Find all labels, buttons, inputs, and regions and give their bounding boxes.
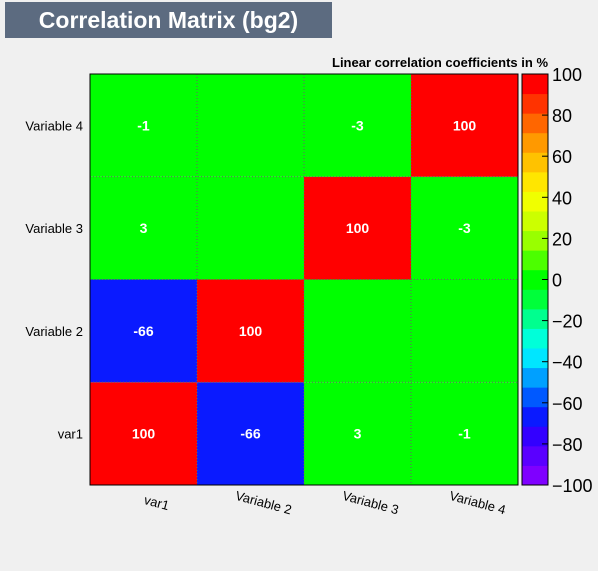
colorbar-segment bbox=[522, 211, 548, 232]
cell-value-label: 3 bbox=[354, 426, 362, 442]
cell-value-label: -1 bbox=[137, 117, 150, 133]
colorbar-segment bbox=[522, 191, 548, 212]
colorbar-segment bbox=[522, 348, 548, 369]
heatmap-cell bbox=[90, 382, 197, 485]
heatmap-cell bbox=[197, 382, 304, 485]
heatmap-cell bbox=[90, 74, 197, 177]
y-tick-label: Variable 3 bbox=[25, 221, 83, 236]
colorbar-tick-label: 80 bbox=[552, 106, 572, 126]
colorbar-tick-label: 100 bbox=[552, 65, 582, 85]
heatmap-cell bbox=[197, 176, 304, 280]
colorbar-segment bbox=[522, 445, 548, 466]
cell-value-label: 100 bbox=[132, 426, 156, 442]
cell-value-label: -66 bbox=[240, 426, 260, 442]
colorbar-segment bbox=[522, 465, 548, 486]
colorbar-tick-label: −60 bbox=[552, 394, 583, 414]
colorbar-segment bbox=[522, 387, 548, 408]
heatmap-cell bbox=[304, 382, 411, 485]
colorbar-segment bbox=[522, 230, 548, 251]
chart-title: Correlation Matrix (bg2) bbox=[5, 2, 332, 38]
colorbar-segment bbox=[522, 269, 548, 290]
heatmap-cell bbox=[304, 176, 411, 280]
colorbar-segment bbox=[522, 93, 548, 114]
x-tick-label: Variable 2 bbox=[234, 488, 293, 517]
colorbar-segment bbox=[522, 308, 548, 329]
cell-value-label: -3 bbox=[458, 220, 471, 236]
heatmap-cell bbox=[197, 279, 304, 383]
cell-value-label: -66 bbox=[133, 323, 153, 339]
cell-value-label: -1 bbox=[458, 426, 471, 442]
colorbar-segment bbox=[522, 171, 548, 192]
heatmap-cell bbox=[90, 279, 197, 383]
colorbar-segment bbox=[522, 328, 548, 349]
colorbar-tick-label: 40 bbox=[552, 188, 572, 208]
heatmap-cell bbox=[90, 176, 197, 280]
colorbar-tick-label: 60 bbox=[552, 147, 572, 167]
colorbar-segment bbox=[522, 132, 548, 153]
y-tick-label: var1 bbox=[58, 427, 83, 442]
colorbar-segment bbox=[522, 426, 548, 447]
heatmap-cell bbox=[304, 279, 411, 383]
cell-value-label: 100 bbox=[346, 220, 370, 236]
colorbar-segment bbox=[522, 406, 548, 427]
heatmap-cell bbox=[411, 279, 518, 383]
heatmap-cell bbox=[411, 382, 518, 485]
cell-value-label: 3 bbox=[140, 220, 148, 236]
heatmap-cell bbox=[197, 74, 304, 177]
plot-frame bbox=[89, 73, 519, 486]
y-tick-label: Variable 4 bbox=[25, 118, 83, 133]
cell-value-label: 100 bbox=[239, 323, 263, 339]
chart-subtitle: Linear correlation coefficients in % bbox=[332, 55, 548, 70]
colorbar-segment bbox=[522, 289, 548, 310]
colorbar-tick-label: −80 bbox=[552, 435, 583, 455]
colorbar-segment bbox=[522, 152, 548, 173]
cell-value-label: -3 bbox=[351, 117, 364, 133]
heatmap-cell bbox=[411, 74, 518, 177]
heatmap-cell bbox=[411, 176, 518, 280]
y-tick-label: Variable 2 bbox=[25, 324, 83, 339]
x-tick-label: Variable 3 bbox=[341, 488, 400, 517]
x-tick-label: var1 bbox=[143, 492, 171, 513]
colorbar-segment bbox=[522, 113, 548, 134]
x-tick-label: Variable 4 bbox=[448, 488, 507, 517]
colorbar-tick-label: 20 bbox=[552, 229, 572, 249]
colorbar-tick-label: −20 bbox=[552, 312, 583, 332]
colorbar-segment bbox=[522, 74, 548, 95]
heatmap-cell bbox=[304, 74, 411, 177]
cell-value-label: 100 bbox=[453, 117, 477, 133]
colorbar-segment bbox=[522, 250, 548, 271]
colorbar-segment bbox=[522, 367, 548, 388]
colorbar-tick-label: 0 bbox=[552, 271, 562, 291]
colorbar-tick-label: −40 bbox=[552, 353, 583, 373]
colorbar-tick-label: −100 bbox=[552, 476, 593, 496]
